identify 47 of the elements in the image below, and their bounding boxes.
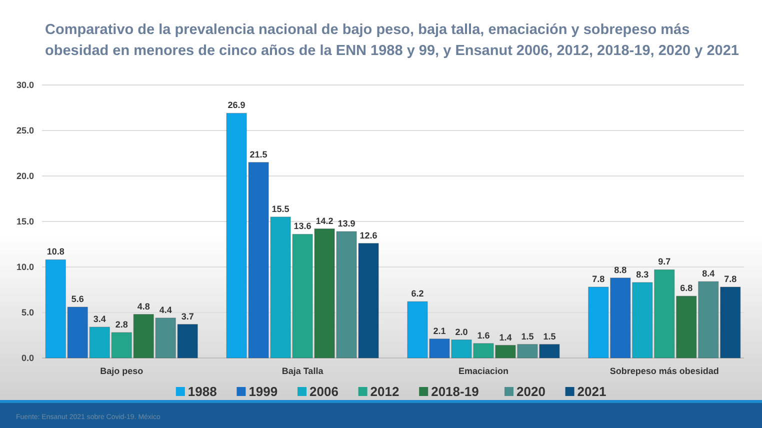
legend-label: 2020: [516, 384, 546, 399]
y-tick-label: 25.0: [16, 126, 34, 136]
text: 3.4: [93, 314, 106, 324]
x-tick-label: Baja Talla: [282, 366, 324, 376]
text: 8.8: [614, 264, 627, 275]
text: 8.3: [636, 269, 649, 280]
y-tick-label: 20.0: [16, 171, 34, 181]
y-tick-label: 30.0: [16, 80, 34, 90]
legend-label: 1988: [188, 384, 217, 399]
text: 1.5: [543, 331, 556, 342]
y-tick-label: 0.0: [21, 353, 34, 363]
text: 8.4: [702, 268, 715, 279]
legend-label: 1999: [248, 384, 278, 399]
text: 2.0: [455, 326, 468, 337]
legend-label: 2018-19: [431, 384, 479, 399]
text: 21.5: [250, 149, 268, 160]
text: 7.8: [724, 274, 737, 284]
text: 13.6: [294, 221, 312, 232]
text: 26.9: [228, 100, 246, 110]
legend-label: 2021: [577, 384, 606, 399]
text: 6.2: [411, 288, 424, 299]
y-tick-label: 5.0: [21, 308, 34, 318]
text: 14.2: [316, 216, 334, 226]
y-tick-label: 10.0: [16, 262, 34, 272]
text: 7.8: [592, 274, 605, 284]
text: 6.8: [680, 283, 693, 294]
text: 1.5: [521, 331, 534, 342]
text: 1.4: [499, 332, 512, 342]
text: 12.6: [360, 230, 378, 240]
text: 10.8: [46, 246, 64, 257]
y-tick-label: 15.0: [16, 216, 34, 226]
text: 15.5: [272, 204, 290, 214]
text: 4.4: [159, 304, 172, 315]
x-tick-label: Bajo peso: [100, 366, 144, 376]
text: 2.8: [115, 320, 128, 330]
legend-label: 2006: [310, 384, 338, 399]
text: 3.7: [181, 311, 194, 322]
text: 1.6: [477, 330, 490, 340]
text: 13.9: [338, 218, 356, 229]
x-tick-label: Emaciacion: [458, 366, 508, 376]
x-tick-label: Sobrepeso más obesidad: [610, 366, 719, 376]
chart-title: Comparativo de la prevalencia nacional de bajo peso, baja talla, emaciación y sobrepeso más obesidad en menores de cinco años de la ENN 1988 y 99, y Ensanut 2006, 2012, 2018-19, 2020 y 2021: [45, 22, 739, 59]
text: 9.7: [658, 256, 671, 267]
text: 2.1: [433, 326, 446, 336]
legend-label: 2012: [370, 384, 400, 399]
text: 4.8: [137, 301, 150, 312]
text: 5.6: [71, 294, 84, 304]
